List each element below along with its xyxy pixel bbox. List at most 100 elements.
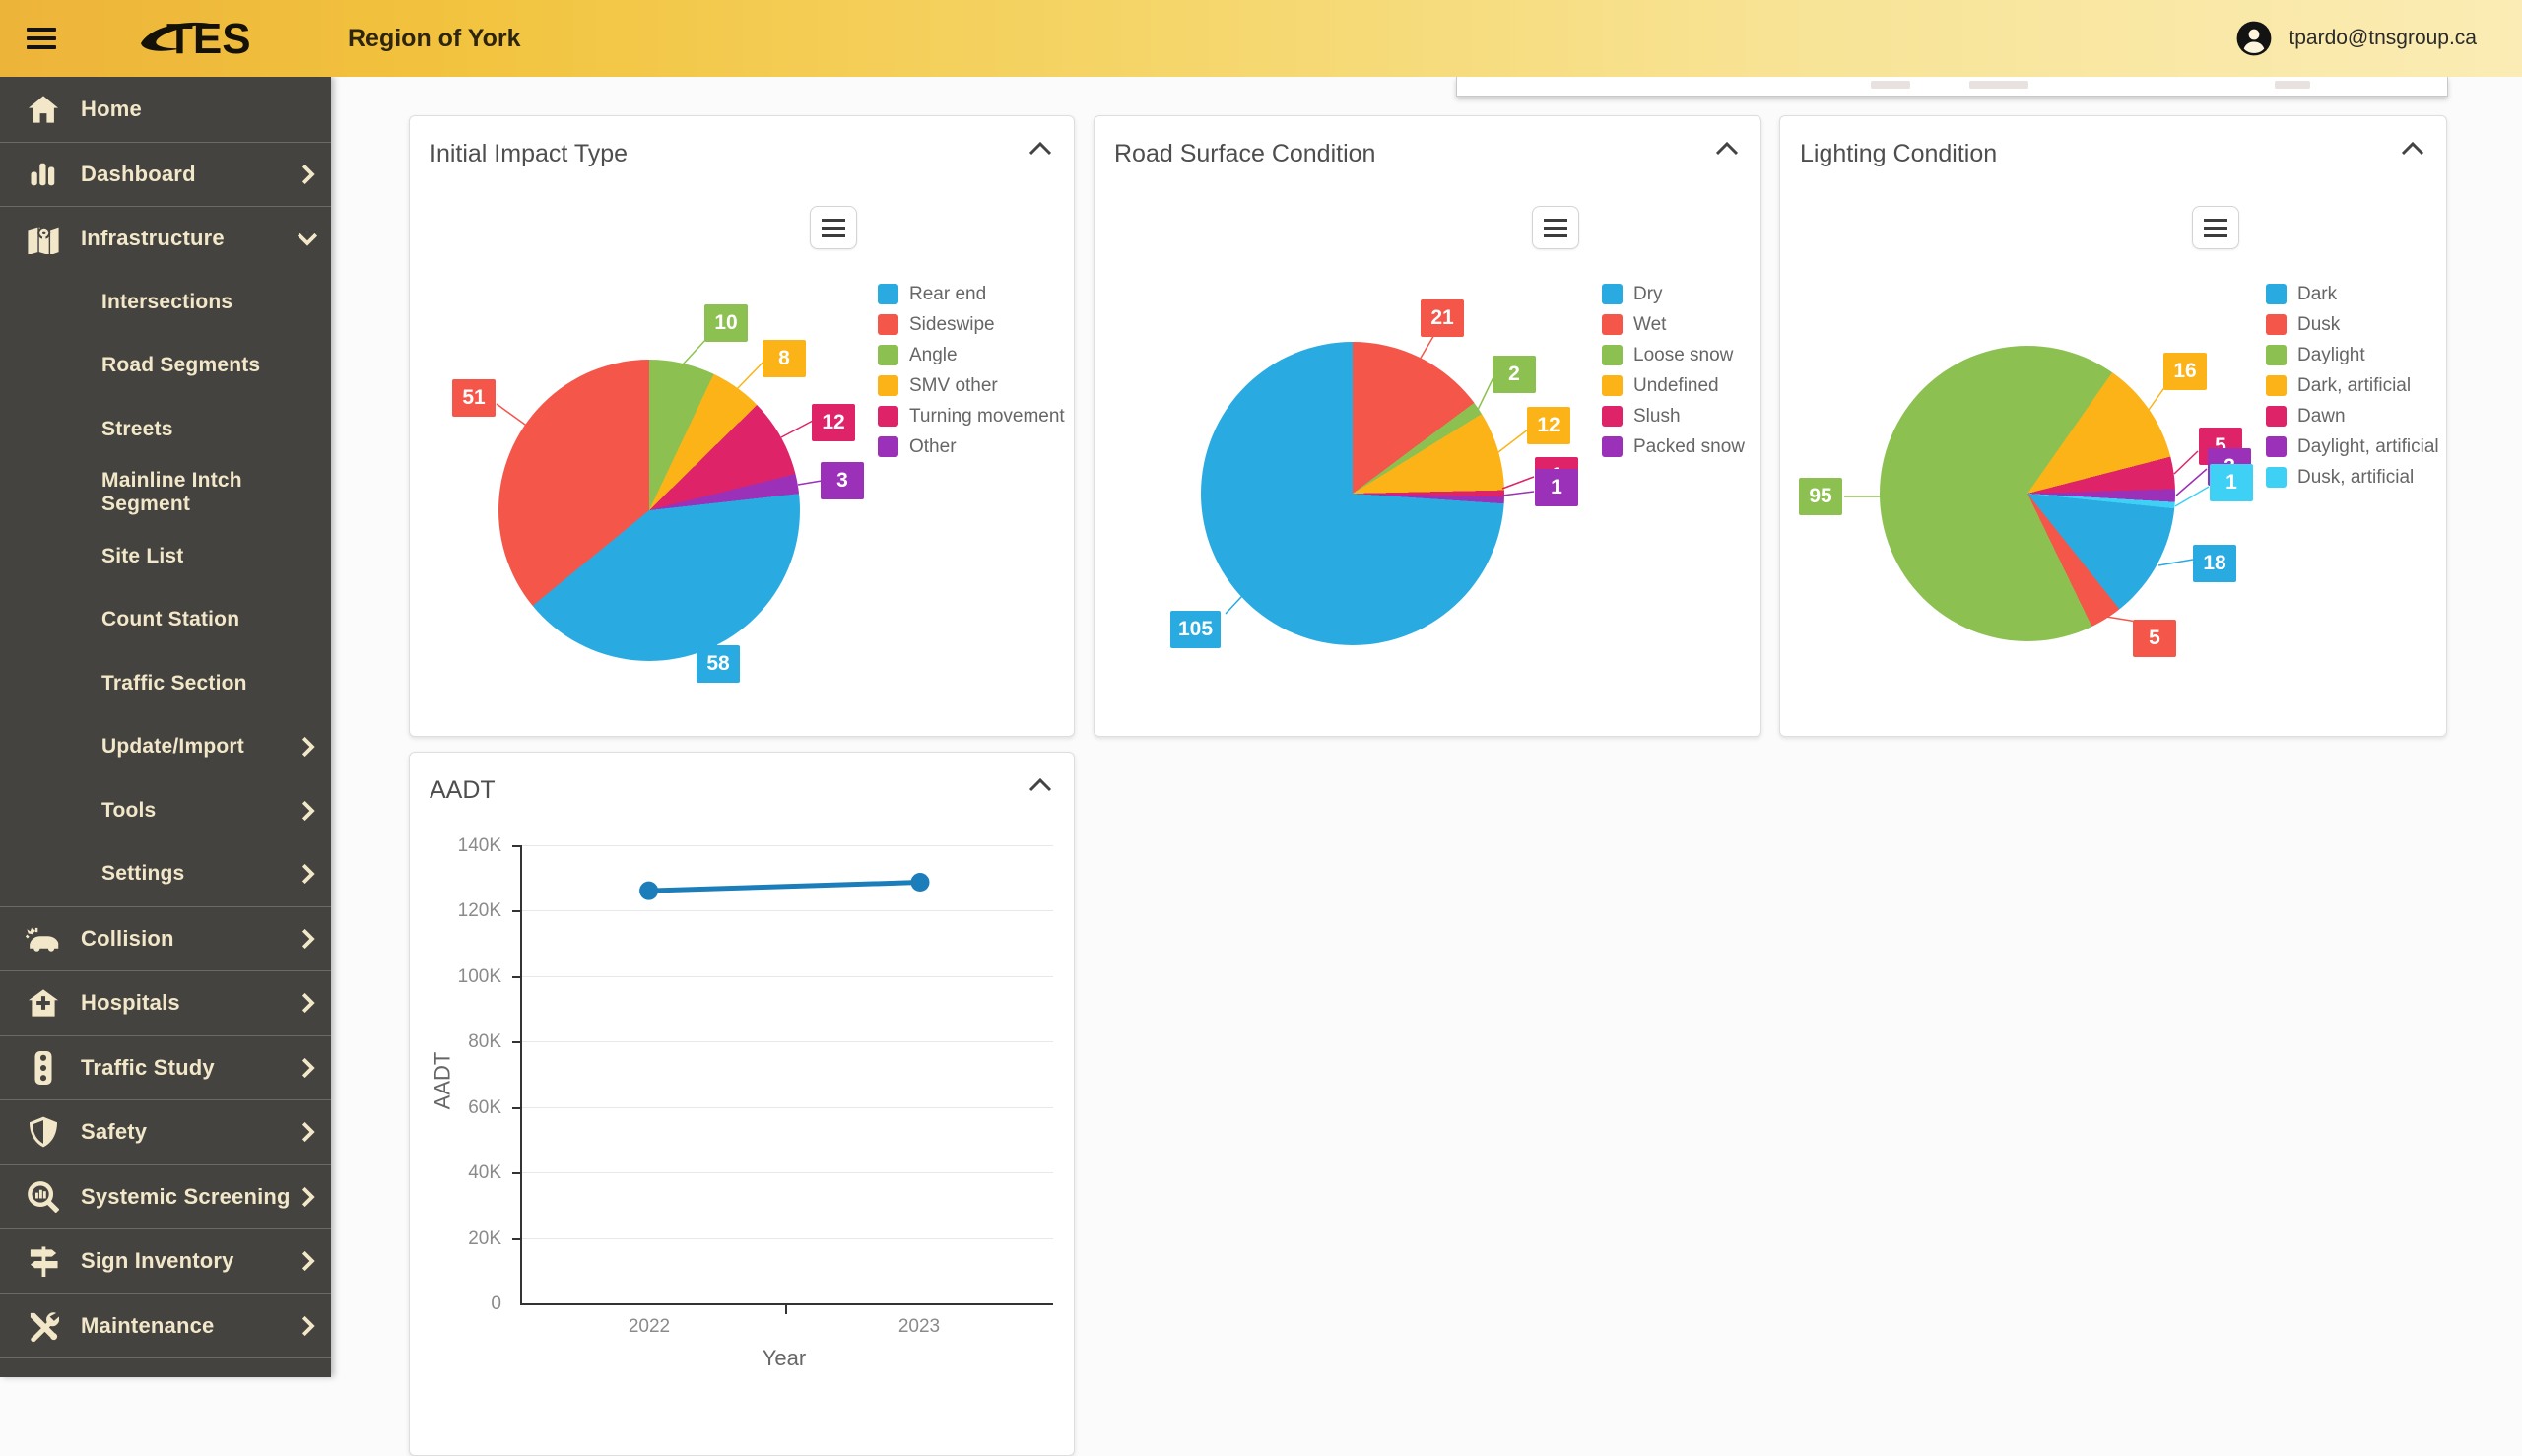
chart-context-menu-button[interactable] [810,206,857,249]
card-lighting-condition: Lighting Condition 16 5 2 1 18 5 95 Dark… [1779,115,2447,737]
sidebar-item-infrastructure[interactable]: Infrastructure [0,206,331,271]
chevron-right-icon [301,1186,315,1207]
svg-text:TES: TES [166,15,251,63]
collapse-chevron-up-icon[interactable] [1715,142,1739,156]
sidebar-item-settings[interactable]: Settings [0,842,331,906]
sidebar-item-collision[interactable]: Collision [0,905,331,971]
sidebar-item-dashboard[interactable]: Dashboard [0,141,331,207]
pie-lighting-condition[interactable] [1880,346,2175,641]
pie-label-dry[interactable]: 105 [1170,611,1222,648]
sidebar-item-streets[interactable]: Streets [101,417,173,440]
sidebar-item-traffic-study[interactable]: Traffic Study [0,1034,331,1100]
collapse-chevron-up-icon[interactable] [2401,142,2424,156]
legend-item[interactable]: Daylight [2266,345,2439,365]
chart-legend: Dark Dusk Daylight Dark, artificial Dawn… [2266,284,2439,488]
legend-item[interactable]: Dawn [2266,406,2439,427]
legend-item[interactable]: Wet [1602,314,1745,335]
chevron-right-icon [301,800,315,821]
chart-context-menu-button[interactable] [1532,206,1579,249]
pie-label-turning-movement[interactable]: 12 [812,404,855,441]
legend-swatch [2266,375,2287,396]
sidebar-item-safety[interactable]: Safety [0,1099,331,1164]
legend-swatch [1602,436,1623,457]
legend-item[interactable]: Turning movement [878,406,1065,427]
collision-icon [24,921,63,957]
pie-label-daylight[interactable]: 95 [1799,478,1842,515]
legend-swatch [2266,284,2287,304]
sidebar-item-label: Infrastructure [81,226,225,251]
pie-label-dusk[interactable]: 5 [2133,620,2176,657]
legend-item[interactable]: SMV other [878,375,1065,396]
legend-item[interactable]: Dark, artificial [2266,375,2439,396]
legend-swatch [1602,345,1623,365]
pie-label-other[interactable]: 3 [821,462,864,499]
pie-label-dark-artificial[interactable]: 16 [2163,353,2207,390]
pie-label-rear-end[interactable]: 58 [697,645,740,683]
sign-inventory-icon [24,1243,63,1279]
sidebar-item-traffic-section[interactable]: Traffic Section [101,671,247,695]
legend-item[interactable]: Loose snow [1602,345,1745,365]
legend-item[interactable]: Other [878,436,1065,457]
legend-item[interactable]: Packed snow [1602,436,1745,457]
sidebar-item-home[interactable]: Home [0,77,331,142]
legend-item[interactable]: Rear end [878,284,1065,304]
sidebar-item-systemic-screening[interactable]: Systemic Screening [0,1163,331,1229]
user-avatar-icon[interactable] [2235,20,2273,57]
chevron-right-icon [301,1057,315,1078]
legend-item[interactable]: Sideswipe [878,314,1065,335]
pie-road-surface-condition[interactable] [1201,342,1504,645]
sidebar-item-intersections[interactable]: Intersections [101,290,233,313]
legend-item[interactable]: Slush [1602,406,1745,427]
sidebar-item-maintenance[interactable]: Maintenance [0,1292,331,1358]
legend-item[interactable]: Dark [2266,284,2439,304]
legend-item[interactable]: Dry [1602,284,1745,304]
y-tick-label: 80K [468,1031,501,1052]
pie-initial-impact-type[interactable] [498,360,800,661]
infrastructure-icon [24,221,63,256]
sidebar-item-count-station[interactable]: Count Station [101,608,240,631]
sidebar-item-sign-inventory[interactable]: Sign Inventory [0,1228,331,1293]
collapse-chevron-up-icon[interactable] [1029,142,1052,156]
sidebar-item-mainline-intch-segment[interactable]: Mainline Intch Segment [101,469,242,516]
sidebar-item-site-list[interactable]: Site List [101,544,184,567]
pie-label-dusk-artificial[interactable]: 1 [2210,464,2253,501]
menu-toggle-icon[interactable] [27,28,56,49]
legend-swatch [878,314,898,335]
legend-swatch [2266,314,2287,335]
sidebar-item-hospitals[interactable]: Hospitals [0,970,331,1035]
pie-label-undefined[interactable]: 12 [1527,407,1570,444]
legend-swatch [1602,406,1623,427]
chart-context-menu-button[interactable] [2192,206,2239,249]
legend-item[interactable]: Undefined [1602,375,1745,396]
x-tick-label: 2022 [628,1316,671,1337]
pie-label-wet[interactable]: 21 [1421,299,1464,337]
pie-label-sideswipe[interactable]: 51 [452,379,496,417]
sidebar-item-tools[interactable]: Tools [0,779,331,843]
home-icon [24,92,63,127]
chevron-right-icon [301,928,315,949]
legend-item[interactable]: Dusk, artificial [2266,467,2439,488]
collapse-chevron-up-icon[interactable] [1029,778,1052,792]
hospitals-icon [24,985,63,1021]
y-tick-label: 60K [468,1097,501,1118]
maintenance-icon [24,1308,63,1344]
pie-label-smv-other[interactable]: 8 [763,340,806,377]
pie-label-packed-snow[interactable]: 1 [1535,469,1578,506]
pie-label-angle[interactable]: 10 [704,304,748,342]
legend-swatch [1602,314,1623,335]
card-aadt: AADT 140K 120K 100K 80K 60K 40K 20K 0 [409,752,1075,1456]
legend-item[interactable]: Daylight, artificial [2266,436,2439,457]
card-initial-impact-type: Initial Impact Type 10 8 12 3 58 51 Rear… [409,115,1075,737]
card-title: AADT [430,776,496,804]
chart-legend: Rear end Sideswipe Angle SMV other Turni… [878,284,1065,457]
pie-label-dark[interactable]: 18 [2193,545,2236,582]
legend-item[interactable]: Angle [878,345,1065,365]
user-email[interactable]: tpardo@tnsgroup.ca [2289,27,2477,49]
chevron-right-icon [301,1122,315,1143]
sidebar-item-road-segments[interactable]: Road Segments [101,354,261,377]
card-title: Lighting Condition [1800,140,1998,167]
y-tick-label: 0 [491,1293,501,1314]
legend-item[interactable]: Dusk [2266,314,2439,335]
sidebar-item-update-import[interactable]: Update/Import [0,715,331,779]
pie-label-loose-snow[interactable]: 2 [1493,356,1536,393]
